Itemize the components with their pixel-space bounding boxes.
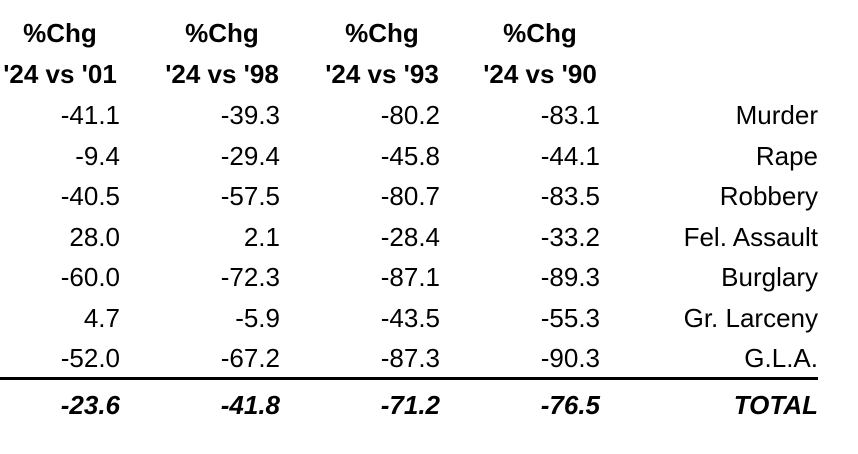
cell-value: -40.5: [60, 181, 120, 211]
row-label: Murder: [735, 100, 818, 130]
row-label: Rape: [755, 140, 818, 171]
row-label: Burglary: [721, 262, 818, 292]
total-value: -23.6: [60, 390, 120, 420]
cell-value: -89.3: [540, 262, 600, 292]
cell-value: 2.1: [243, 221, 280, 252]
cell-value: -39.3: [220, 100, 280, 130]
cell-value: -41.1: [60, 100, 120, 130]
cell-value: -83.1: [540, 100, 600, 130]
row-label: Robbery: [719, 181, 818, 211]
cell-value: -28.4: [380, 221, 440, 252]
cell-value: -29.4: [220, 140, 280, 171]
column-header: '24 vs '90: [483, 59, 597, 89]
column-header: '24 vs '93: [325, 59, 439, 89]
cell-value: -87.1: [380, 262, 440, 292]
column-header: %Chg: [23, 18, 97, 48]
cell-value: 28.0: [69, 221, 120, 252]
cell-value: -5.9: [235, 302, 280, 333]
cell-value: -87.3: [380, 343, 440, 373]
column-header: %Chg: [345, 18, 419, 48]
row-label: Fel. Assault: [683, 221, 818, 252]
total-label: TOTAL: [733, 390, 818, 420]
cell-value: -60.0: [60, 262, 120, 292]
cell-value: -44.1: [540, 140, 600, 171]
cell-value: -45.8: [380, 140, 440, 171]
cell-value: -80.2: [380, 100, 440, 130]
cell-value: -67.2: [220, 343, 280, 373]
column-header: %Chg: [503, 18, 577, 48]
total-value: -41.8: [220, 390, 280, 420]
cell-value: -57.5: [220, 181, 280, 211]
cell-value: -90.3: [540, 343, 600, 373]
column-header: '24 vs '98: [165, 59, 279, 89]
total-rule: [0, 377, 818, 380]
total-value: -71.2: [380, 390, 440, 420]
cell-value: -55.3: [540, 302, 600, 333]
total-value: -76.5: [540, 390, 600, 420]
cell-value: -83.5: [540, 181, 600, 211]
cell-value: -72.3: [220, 262, 280, 292]
cell-value: -80.7: [380, 181, 440, 211]
row-label: G.L.A.: [744, 343, 818, 373]
column-header: '24 vs '01: [3, 59, 117, 89]
cell-value: -9.4: [75, 140, 120, 171]
cell-value: -33.2: [540, 221, 600, 252]
cell-value: 4.7: [83, 302, 120, 333]
cell-value: -43.5: [380, 302, 440, 333]
cell-value: -52.0: [60, 343, 120, 373]
row-label: Gr. Larceny: [683, 302, 818, 333]
column-header: %Chg: [185, 18, 259, 48]
